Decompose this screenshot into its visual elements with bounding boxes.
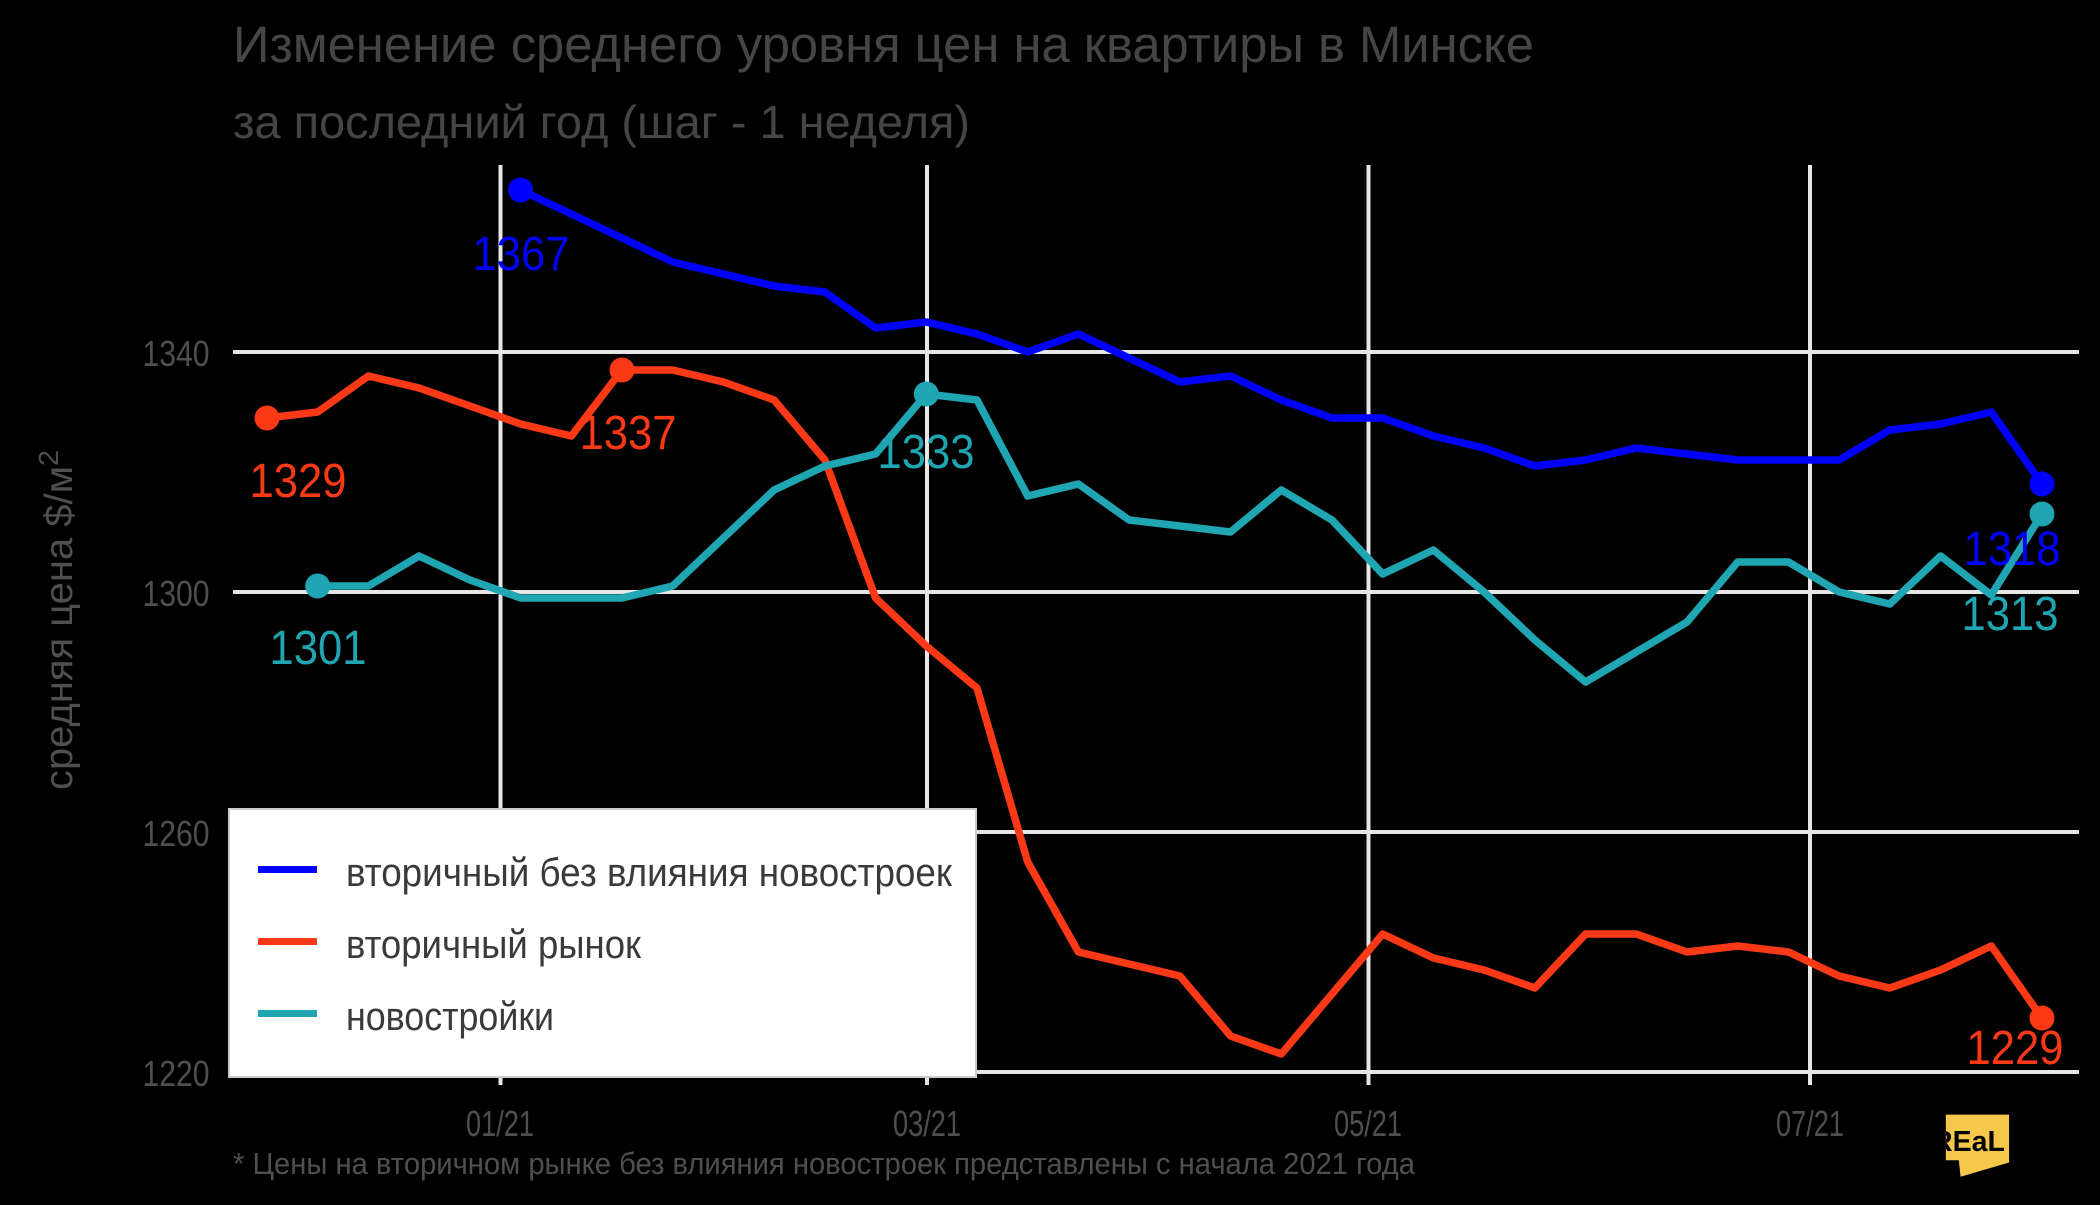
svg-text:средняя цена $/м2: средняя цена $/м2	[33, 450, 81, 790]
svg-text:1337: 1337	[580, 407, 677, 460]
svg-text:07/21: 07/21	[1776, 1103, 1844, 1144]
svg-text:* Цены на вторичном рынке без: * Цены на вторичном рынке без влияния но…	[233, 1146, 1416, 1181]
svg-text:01/21: 01/21	[466, 1103, 534, 1144]
svg-text:REaL: REaL	[1932, 1126, 2005, 1158]
svg-text:1367: 1367	[473, 228, 570, 281]
svg-text:новостройки: новостройки	[346, 995, 554, 1039]
svg-text:за последний год (шаг - 1 неде: за последний год (шаг - 1 неделя)	[233, 96, 970, 148]
svg-text:Изменение среднего уровня цен: Изменение среднего уровня цен на квартир…	[233, 16, 1534, 73]
svg-text:1329: 1329	[250, 455, 347, 508]
svg-text:1300: 1300	[143, 573, 210, 614]
svg-text:1260: 1260	[143, 813, 210, 854]
svg-text:1220: 1220	[143, 1053, 210, 1094]
svg-text:03/21: 03/21	[893, 1103, 961, 1144]
svg-text:05/21: 05/21	[1334, 1103, 1402, 1144]
svg-text:1318: 1318	[1964, 523, 2061, 576]
svg-text:1340: 1340	[143, 333, 210, 374]
svg-text:1333: 1333	[878, 426, 975, 479]
svg-text:1229: 1229	[1967, 1022, 2064, 1075]
svg-text:1301: 1301	[270, 622, 367, 675]
svg-text:вторичный рынок: вторичный рынок	[346, 923, 641, 967]
svg-text:вторичный без влияния новостро: вторичный без влияния новостроек	[346, 851, 952, 895]
svg-text:1313: 1313	[1962, 588, 2059, 641]
